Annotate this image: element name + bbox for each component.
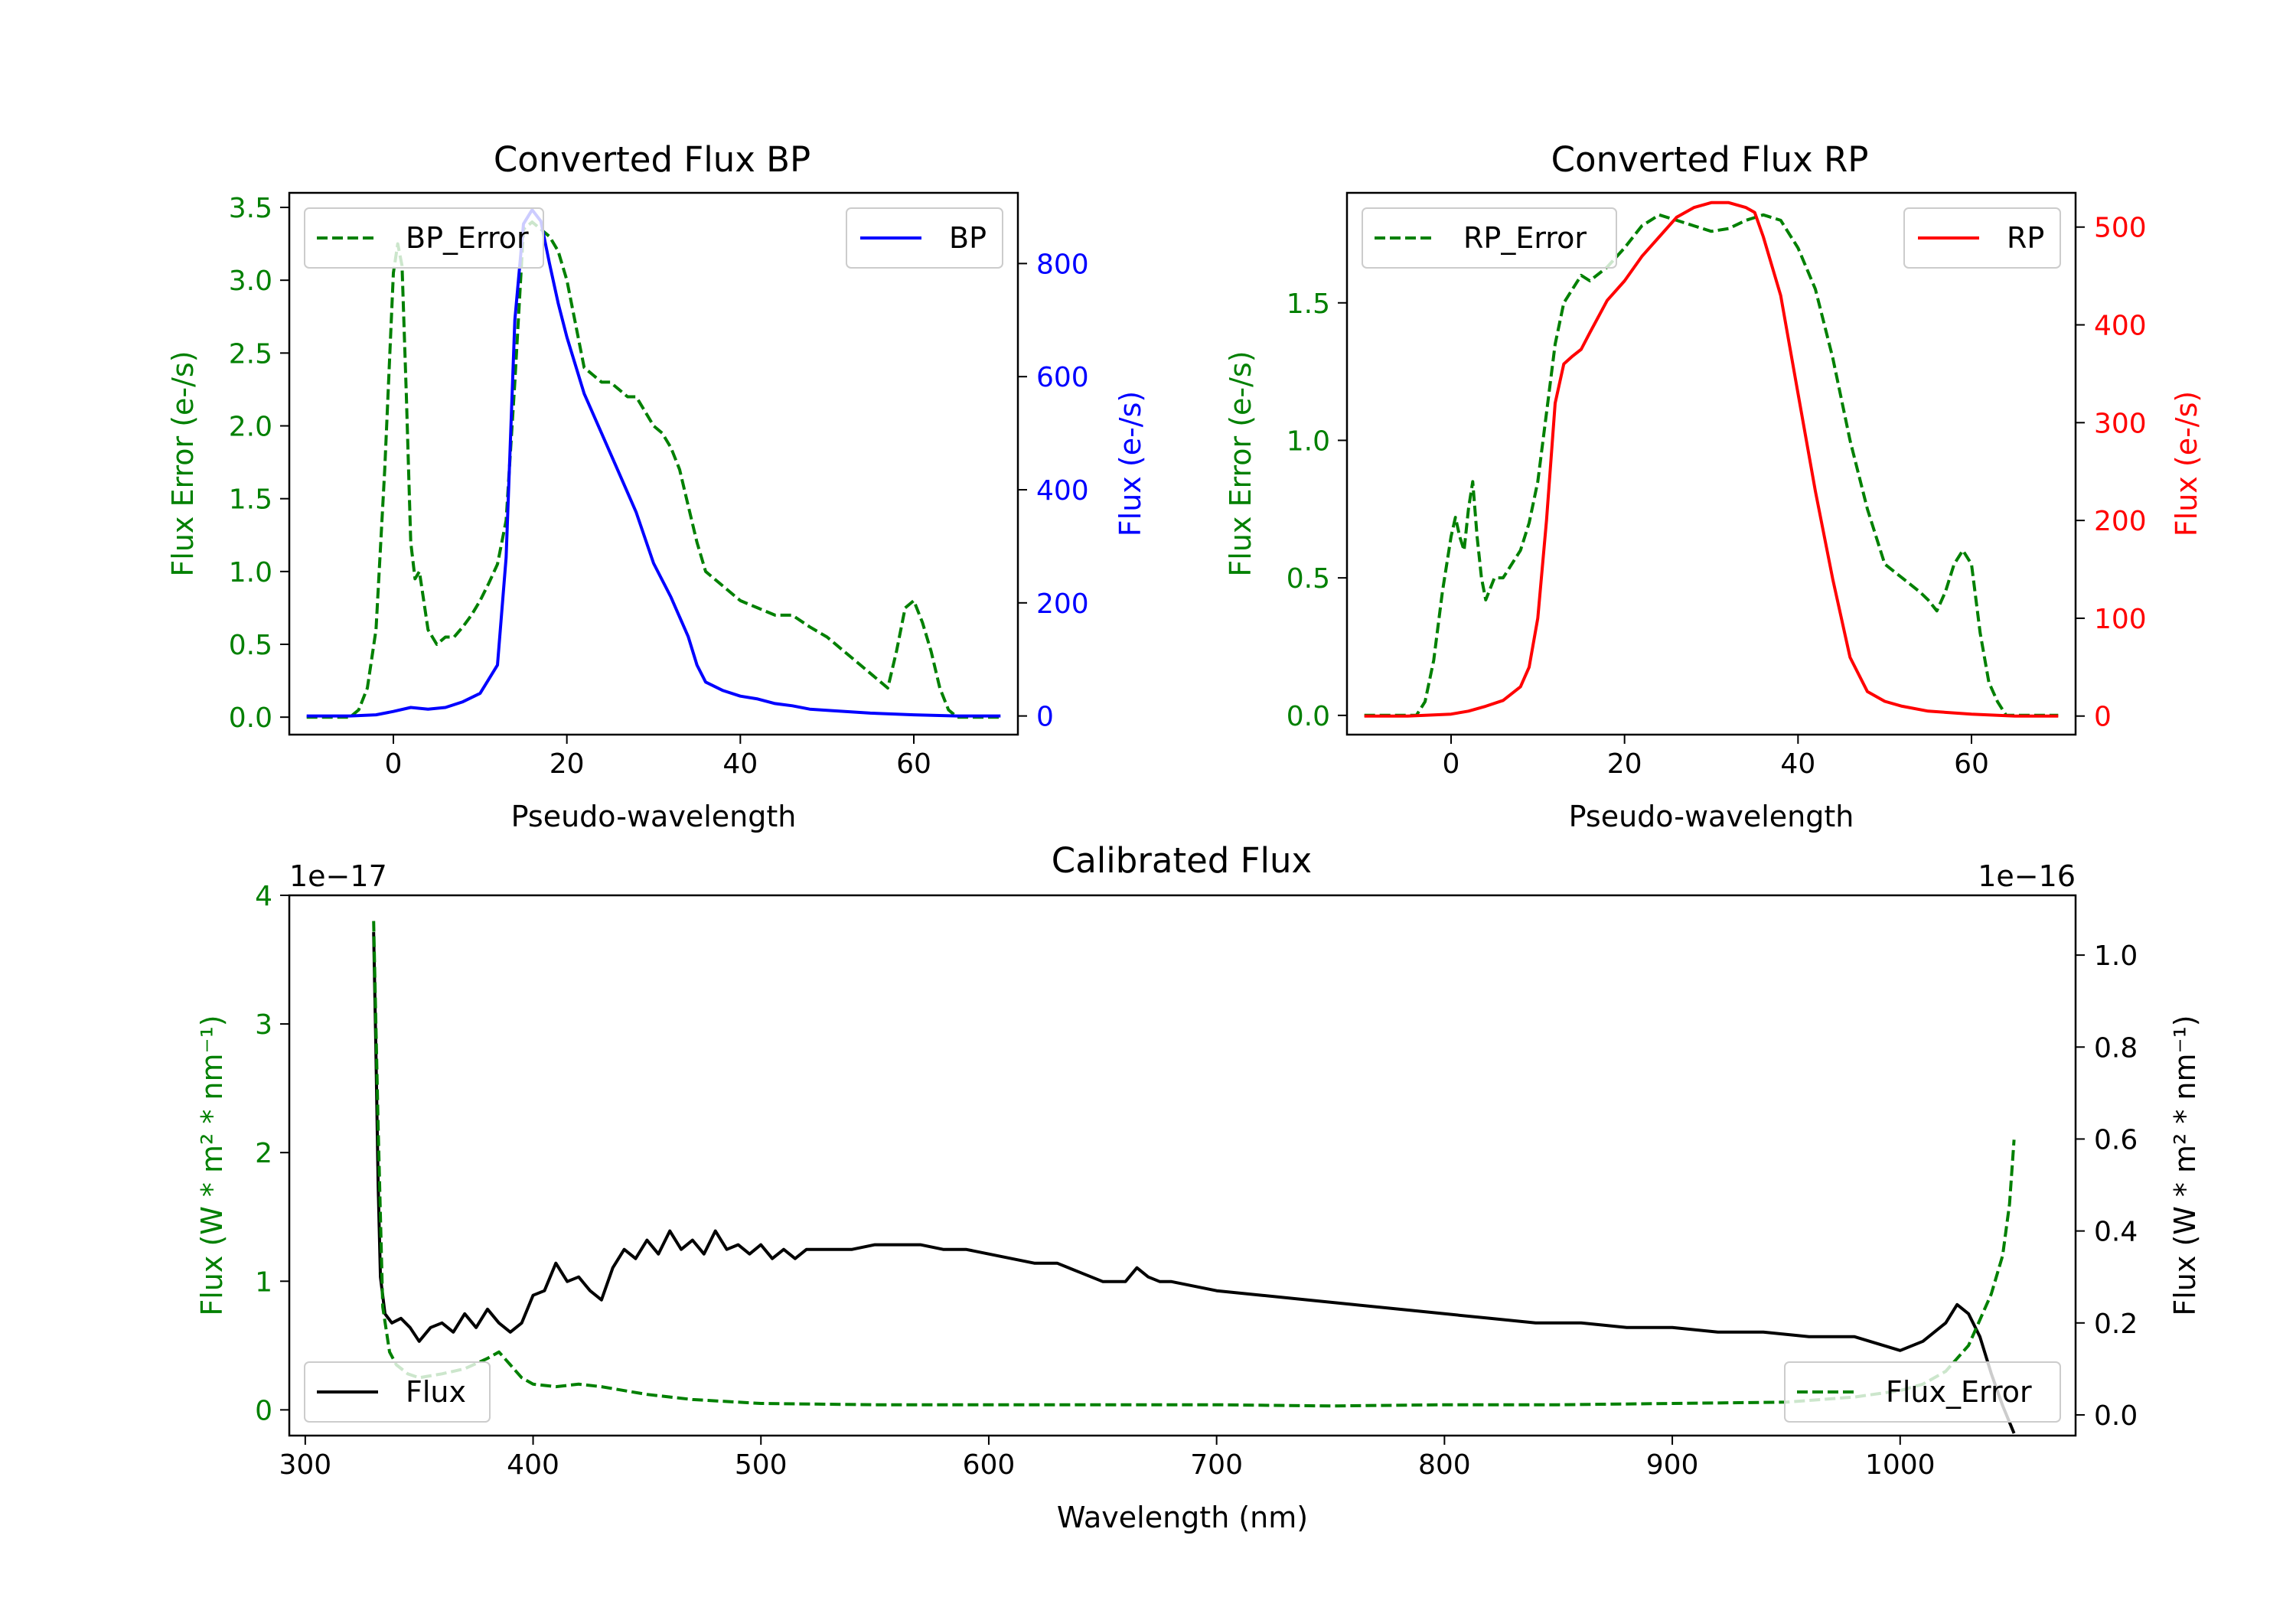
legend-frame <box>1903 207 2061 269</box>
x-axis-label: Wavelength (nm) <box>1057 1501 1308 1534</box>
y-axis-label-left: Flux (W * m² * nm⁻¹) <box>195 1015 229 1315</box>
y-tick-label-right: 200 <box>2094 506 2147 537</box>
x-tick-label: 500 <box>735 1449 788 1481</box>
x-tick-label: 900 <box>1646 1449 1699 1481</box>
y-tick-label-right: 800 <box>1036 249 1089 280</box>
panel-title: Converted Flux RP <box>1551 139 1869 180</box>
legend-label-flux: Flux <box>406 1375 466 1409</box>
y-tick-label-right: 400 <box>1036 475 1089 507</box>
y-tick-label-right: 0.6 <box>2094 1124 2138 1156</box>
y-tick-label-left: 1.0 <box>1287 425 1330 457</box>
y-tick-label-right: 0 <box>1036 702 1054 733</box>
x-tick-label: 60 <box>896 748 931 780</box>
legend-left: Flux <box>304 1361 491 1423</box>
y-tick-label-right: 400 <box>2094 311 2147 342</box>
x-tick-label: 800 <box>1418 1449 1471 1481</box>
legend-left: RP_Error <box>1362 207 1617 269</box>
legend-label-rp: RP <box>2007 221 2044 255</box>
legend-frame <box>304 1361 491 1423</box>
y-tick-label-right: 100 <box>2094 604 2147 635</box>
legend-label-bp: BP <box>949 221 987 255</box>
x-axis-label: Pseudo-wavelength <box>511 800 797 833</box>
x-tick-label: 20 <box>550 748 585 780</box>
plot-frame <box>288 191 1019 736</box>
legend-frame <box>1784 1361 2061 1423</box>
x-tick-label: 600 <box>963 1449 1016 1481</box>
x-tick-label: 700 <box>1190 1449 1243 1481</box>
y-tick-label-left: 2 <box>255 1138 272 1169</box>
x-tick-label: 400 <box>507 1449 559 1481</box>
series-line-rp <box>1364 200 2059 718</box>
y-tick-label-left: 0 <box>255 1395 272 1426</box>
legend-label-flux-error: Flux_Error <box>1886 1375 2032 1409</box>
y-tick-label-left: 0.5 <box>1287 563 1330 595</box>
legend-left: BP_Error <box>304 207 544 269</box>
y-tick-label-left: 3.0 <box>229 266 272 297</box>
panel-calibrated: Calibrated Flux 1e−17 1e−16 300 400 500 600… <box>195 840 2202 1534</box>
series-line-bp <box>306 208 1001 718</box>
y-tick-label-left: 1.5 <box>229 484 272 516</box>
y-tick-label-left: 3 <box>255 1009 272 1041</box>
legend-right: RP <box>1903 207 2061 269</box>
y-tick-label-left: 0.0 <box>229 702 272 734</box>
y-tick-label-right: 0 <box>2094 702 2112 733</box>
plot-frame <box>1345 191 2077 736</box>
x-tick-label: 20 <box>1607 748 1642 780</box>
legend-frame <box>304 207 544 269</box>
panel-title: Converted Flux BP <box>494 139 810 180</box>
offset-label-right: 1e−16 <box>1978 859 2076 893</box>
y-tick-label-left: 1.5 <box>1287 288 1330 320</box>
series-line-rp-error <box>1364 213 2059 717</box>
offset-label-left: 1e−17 <box>289 859 387 893</box>
y-tick-label-left: 3.5 <box>229 193 272 224</box>
plot-frame <box>288 894 2077 1437</box>
y-tick-label-right: 0.4 <box>2094 1217 2138 1248</box>
y-axis-label-left: Flux Error (e-/s) <box>1224 350 1257 576</box>
x-tick-label: 300 <box>279 1449 331 1481</box>
legend-label-bp-error: BP_Error <box>406 221 529 255</box>
y-tick-label-right: 600 <box>1036 362 1089 393</box>
y-tick-label-left: 0.0 <box>1287 701 1330 732</box>
x-tick-label: 40 <box>722 748 758 780</box>
panel-title: Calibrated Flux <box>1052 840 1312 881</box>
series-line-flux <box>372 932 2016 1434</box>
x-tick-label: 0 <box>1443 748 1460 780</box>
legend-label-rp-error: RP_Error <box>1463 221 1587 255</box>
x-tick-label: 1000 <box>1865 1449 1936 1481</box>
x-tick-label: 0 <box>385 748 403 780</box>
y-tick-label-right: 300 <box>2094 408 2147 439</box>
y-tick-label-right: 1.0 <box>2094 940 2138 972</box>
y-axis-label-left: Flux Error (e-/s) <box>166 350 200 576</box>
y-tick-label-left: 4 <box>255 881 272 912</box>
y-tick-label-left: 2.5 <box>229 338 272 370</box>
x-tick-label: 40 <box>1780 748 1815 780</box>
y-axis-label-right: Flux (e-/s) <box>1114 391 1147 536</box>
x-tick-label: 60 <box>1954 748 1989 780</box>
y-tick-label-right: 500 <box>2094 213 2147 244</box>
y-tick-label-right: 0.8 <box>2094 1032 2138 1064</box>
x-axis-label: Pseudo-wavelength <box>1569 800 1854 833</box>
series-line-bp-error <box>306 220 1001 719</box>
y-axis-label-right: Flux (W * m² * nm⁻¹) <box>2168 1015 2202 1315</box>
y-tick-label-right: 200 <box>1036 588 1089 620</box>
panel-rp: Converted Flux RP 0 20 40 60 0.0 0.5 1.0 1.5 0… <box>1224 139 2203 833</box>
y-axis-label-right: Flux (e-/s) <box>2170 391 2203 536</box>
y-tick-label-right: 0.0 <box>2094 1400 2138 1432</box>
y-tick-label-right: 0.2 <box>2094 1309 2138 1340</box>
legend-frame <box>846 207 1003 269</box>
y-tick-label-left: 0.5 <box>229 630 272 661</box>
legend-right: Flux_Error <box>1784 1361 2061 1423</box>
legend-frame <box>1362 207 1617 269</box>
y-tick-label-left: 1 <box>255 1266 272 1298</box>
y-tick-label-left: 2.0 <box>229 412 272 443</box>
panel-bp: Converted Flux BP 0 20 40 60 0.0 0.5 1.0 1.5 2.… <box>166 139 1147 833</box>
legend-right: BP <box>846 207 1003 269</box>
y-tick-label-left: 1.0 <box>229 557 272 588</box>
